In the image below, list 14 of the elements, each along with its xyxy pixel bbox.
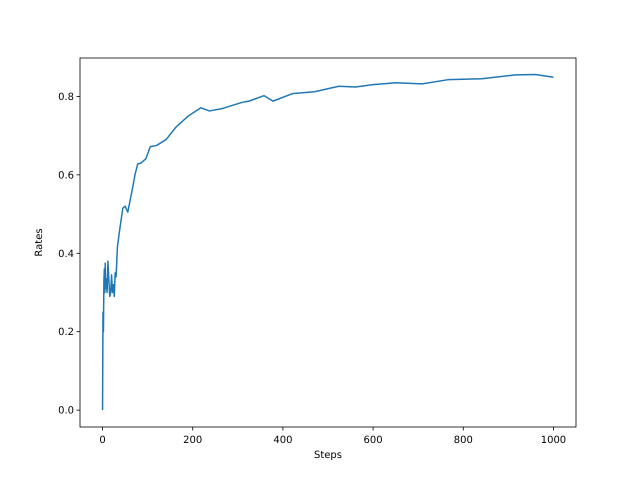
y-tick-label: 0.2 <box>58 327 74 338</box>
x-tick-label: 0 <box>99 435 106 446</box>
x-tick-label: 200 <box>183 435 202 446</box>
y-tick-label: 0.0 <box>58 406 74 417</box>
y-axis-title: Rates <box>34 228 45 257</box>
x-tick-label: 800 <box>454 435 473 446</box>
line-series <box>102 74 554 411</box>
x-tick-label: 1000 <box>540 435 566 446</box>
x-tick-label: 600 <box>364 435 383 446</box>
x-axis-title: Steps <box>314 450 342 461</box>
y-tick-label: 0.8 <box>58 92 74 103</box>
x-tick-label: 400 <box>273 435 292 446</box>
y-tick-label: 0.4 <box>58 248 74 260</box>
y-tick-label: 0.6 <box>58 170 74 182</box>
